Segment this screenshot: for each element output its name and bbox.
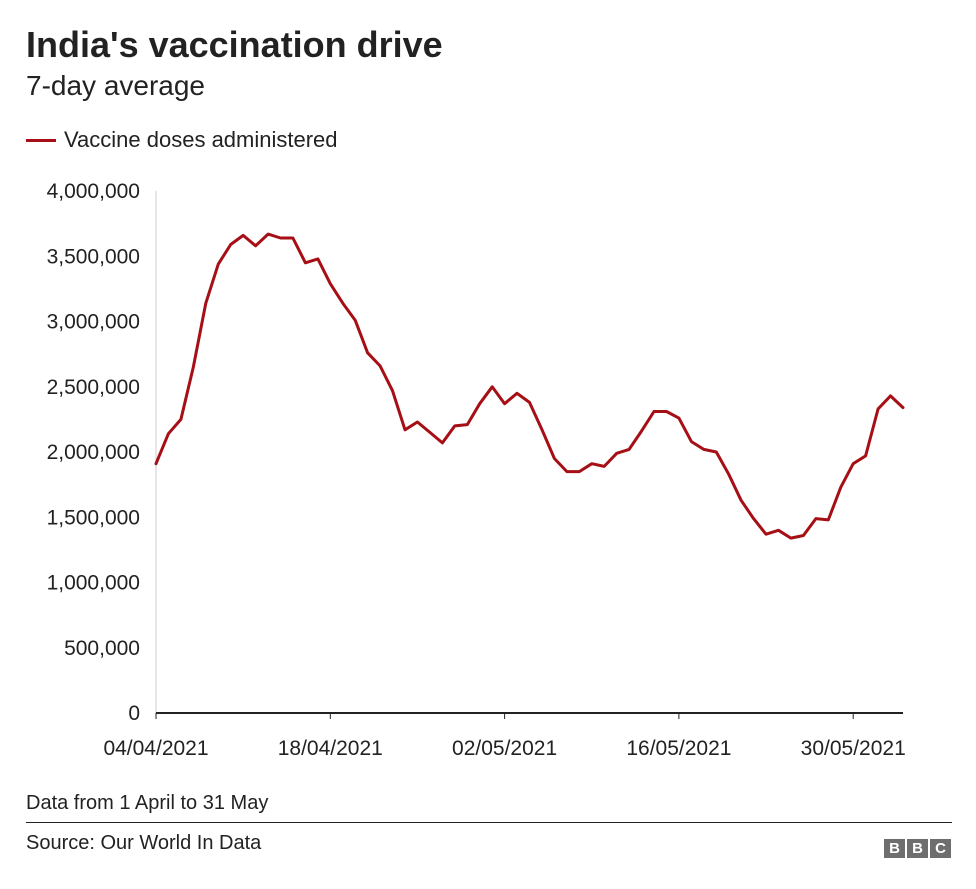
logo-letter: C (930, 839, 951, 858)
series-line (154, 232, 905, 540)
legend-label: Vaccine doses administered (64, 127, 338, 152)
legend: Vaccine doses administered (26, 127, 338, 153)
y-tick-label: 0 (128, 702, 140, 725)
logo-letter: B (884, 839, 905, 858)
x-axis: 04/04/2021 18/04/2021 02/05/2021 16/05/2021… (103, 712, 906, 760)
x-tick-label: 02/05/2021 (452, 737, 557, 760)
chart-subtitle: 7-day average (26, 70, 206, 101)
y-tick-label: 3,000,000 (47, 311, 140, 334)
y-tick-label: 4,000,000 (47, 180, 140, 203)
y-tick-label: 3,500,000 (47, 245, 140, 268)
series-group (154, 232, 905, 540)
y-axis: 0 500,000 1,000,000 1,500,000 2,000,000 2,500… (47, 180, 157, 725)
x-tick-label: 30/05/2021 (801, 737, 906, 760)
x-tick-label: 18/04/2021 (278, 737, 383, 760)
source-note: Source: Our World In Data (26, 832, 262, 854)
y-tick-label: 1,500,000 (47, 506, 140, 529)
logo-letter: B (907, 839, 928, 858)
y-tick-label: 2,500,000 (47, 376, 140, 399)
y-tick-label: 500,000 (64, 637, 140, 660)
x-tick-label: 16/05/2021 (626, 737, 731, 760)
legend-swatch (26, 138, 56, 142)
data-range-note: Data from 1 April to 31 May (26, 792, 269, 814)
chart-title: India's vaccination drive (26, 24, 443, 65)
footer-divider (26, 822, 952, 823)
y-tick-label: 1,000,000 (47, 572, 140, 595)
x-tick-label: 04/04/2021 (103, 737, 208, 760)
y-tick-label: 2,000,000 (47, 441, 140, 464)
bbc-logo: B B C (884, 839, 951, 858)
